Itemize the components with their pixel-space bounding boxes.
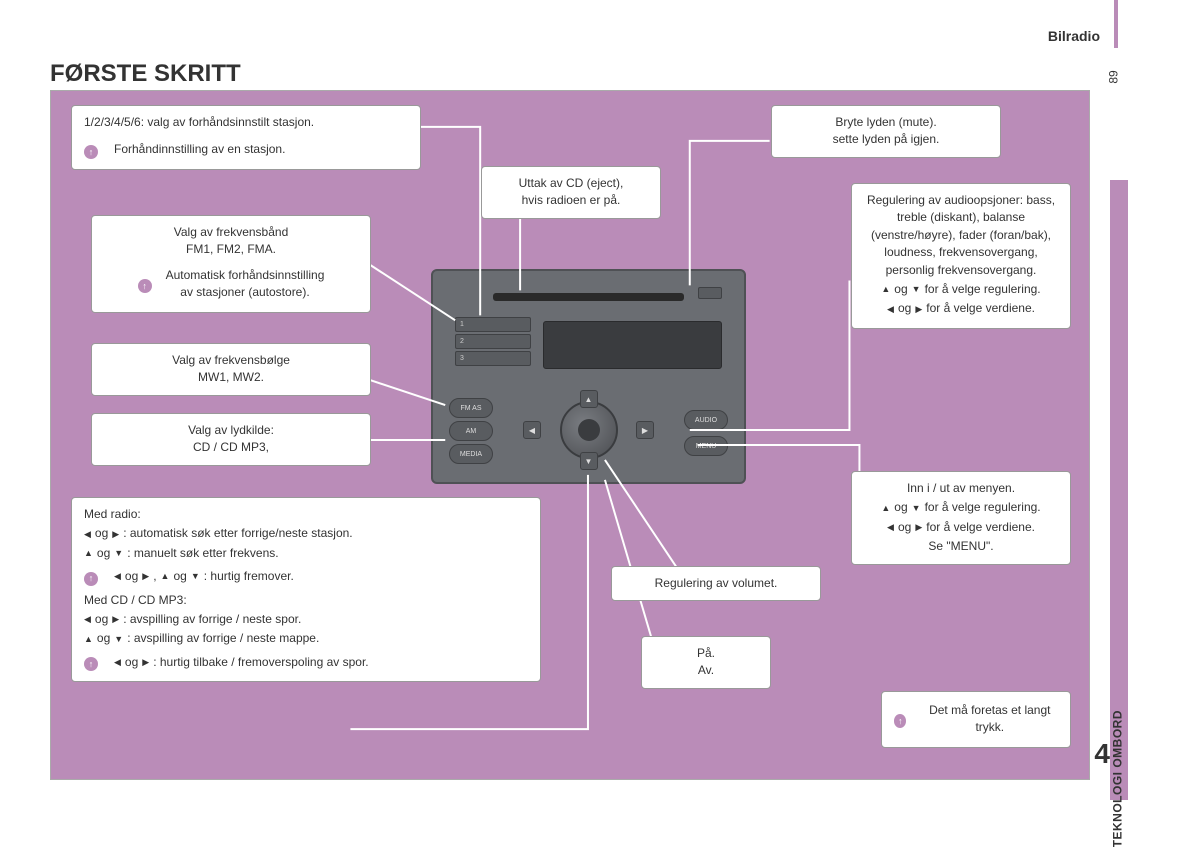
left-arrow-btn: ◀ — [523, 421, 541, 439]
preset-1: 1 — [455, 317, 531, 332]
menu-button: MENU — [684, 436, 728, 456]
mute-button-graphic — [698, 287, 722, 299]
triangle-right-icon: ▶ — [915, 303, 922, 316]
fm-button: FM AS — [449, 398, 493, 418]
power-l2: Av. — [654, 662, 758, 679]
main-panel: 1 2 3 FM AS AM MEDIA AUDIO MENU ◀ ▶ ▲ ▼ — [50, 90, 1090, 780]
eject-l1: Uttak av CD (eject), — [494, 175, 648, 192]
power-l1: På. — [654, 645, 758, 662]
callout-power: På. Av. — [641, 636, 771, 689]
header-accent — [1114, 0, 1118, 48]
callout-volume: Regulering av volumet. — [611, 566, 821, 601]
nav-h1: Med radio: — [84, 506, 528, 523]
callout-mw: Valg av frekvensbølge MW1, MW2. — [91, 343, 371, 396]
fm-l2: FM1, FM2, FMA. — [104, 241, 358, 258]
mw-l2: MW1, MW2. — [104, 369, 358, 386]
radio-display — [543, 321, 722, 369]
preset-buttons: 1 2 3 — [455, 317, 531, 368]
menu-l1: Inn i / ut av menyen. — [864, 480, 1058, 497]
triangle-up-icon: ▲ — [881, 283, 890, 296]
press-icon — [84, 572, 98, 586]
volume-dial — [560, 401, 618, 459]
triangle-down-icon: ▼ — [912, 283, 921, 296]
up-arrow-btn: ▲ — [580, 390, 598, 408]
callout-menu: Inn i / ut av menyen. ▲ og ▼ for å velge… — [851, 471, 1071, 565]
presets-text: 1/2/3/4/5/6: valg av forhåndsinnstilt st… — [84, 114, 408, 131]
callout-mute: Bryte lyden (mute). sette lyden på igjen… — [771, 105, 1001, 158]
callout-source: Valg av lydkilde: CD / CD MP3, — [91, 413, 371, 466]
triangle-down-icon: ▼ — [912, 502, 921, 515]
nav-h2: Med CD / CD MP3: — [84, 592, 528, 609]
triangle-up-icon: ▲ — [881, 502, 890, 515]
preset-3: 3 — [455, 351, 531, 366]
am-button: AM — [449, 421, 493, 441]
cd-slot — [493, 293, 684, 301]
press-icon — [138, 279, 152, 293]
callout-fm: Valg av frekvensbånd FM1, FM2, FMA. Auto… — [91, 215, 371, 313]
source-l1: Valg av lydkilde: — [104, 422, 358, 439]
callout-longpress: Det må foretas et langt trykk. — [881, 691, 1071, 748]
autostore-l2: av stasjoner (autostore). — [180, 285, 309, 299]
triangle-right-icon: ▶ — [915, 521, 922, 534]
page-number: 89 — [1106, 70, 1120, 83]
audio-p1: Regulering av audioopsjoner: bass, trebl… — [864, 192, 1058, 279]
longpress-text: Det må foretas et langt trykk. — [922, 702, 1058, 737]
down-arrow-btn: ▼ — [580, 452, 598, 470]
triangle-left-icon: ◀ — [887, 303, 894, 316]
radio-unit: 1 2 3 FM AS AM MEDIA AUDIO MENU ◀ ▶ ▲ ▼ — [431, 269, 746, 484]
volume-text: Regulering av volumet. — [655, 576, 778, 590]
press-icon — [894, 714, 906, 728]
section-header: Bilradio — [1048, 28, 1100, 44]
autostore-l1: Automatisk forhåndsinnstilling — [166, 268, 325, 282]
callout-eject: Uttak av CD (eject), hvis radioen er på. — [481, 166, 661, 219]
mute-l2: sette lyden på igjen. — [784, 131, 988, 148]
fm-l1: Valg av frekvensbånd — [104, 224, 358, 241]
control-row: FM AS AM MEDIA AUDIO MENU ◀ ▶ ▲ ▼ — [449, 396, 728, 464]
audio-button: AUDIO — [684, 410, 728, 430]
callout-audio-options: Regulering av audioopsjoner: bass, trebl… — [851, 183, 1071, 329]
page-title: FØRSTE SKRITT — [50, 60, 241, 88]
preset-store-text: Forhåndinnstilling av en stasjon. — [114, 141, 285, 158]
eject-l2: hvis radioen er på. — [494, 192, 648, 209]
mute-l1: Bryte lyden (mute). — [784, 114, 988, 131]
source-l2: CD / CD MP3, — [104, 439, 358, 456]
side-tab — [1110, 180, 1128, 800]
triangle-left-icon: ◀ — [887, 521, 894, 534]
menu-last: Se "MENU". — [864, 538, 1058, 555]
press-icon — [84, 145, 98, 159]
mw-l1: Valg av frekvensbølge — [104, 352, 358, 369]
right-arrow-btn: ▶ — [636, 421, 654, 439]
callout-navigation: Med radio: ◀ og ▶ : automatisk søk etter… — [71, 497, 541, 682]
press-icon — [84, 657, 98, 671]
media-button: MEDIA — [449, 444, 493, 464]
preset-2: 2 — [455, 334, 531, 349]
side-label: TEKNOLOGI OMBORD — [1110, 710, 1124, 847]
callout-presets: 1/2/3/4/5/6: valg av forhåndsinnstilt st… — [71, 105, 421, 170]
side-chapter-number: 4 — [1094, 738, 1110, 770]
